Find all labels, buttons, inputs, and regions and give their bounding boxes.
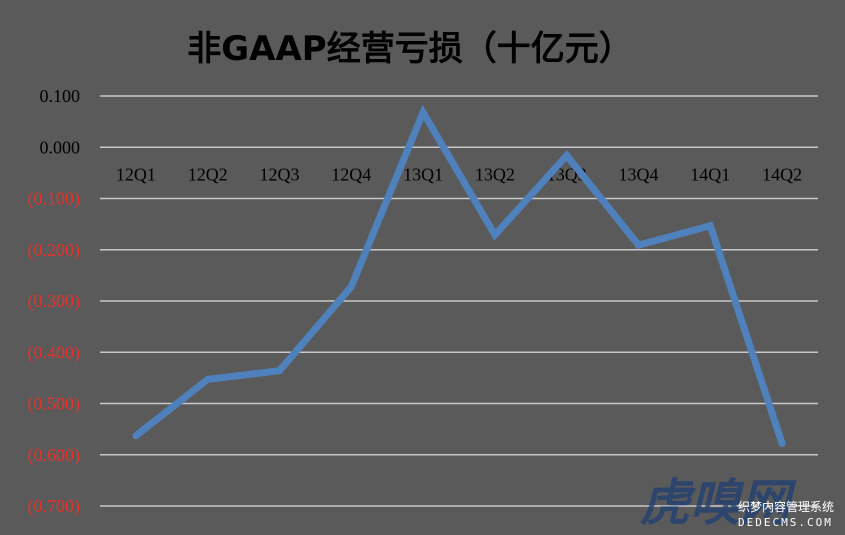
y-tick-label: (0.100) — [28, 189, 81, 210]
y-tick-label: (0.200) — [28, 240, 81, 261]
x-tick-label: 13Q4 — [619, 164, 659, 184]
x-axis-tick-labels: 12Q1 12Q2 12Q3 12Q4 13Q1 13Q2 13Q3 13Q4 14Q1 14Q2 — [116, 164, 802, 184]
data-point — [419, 108, 427, 116]
watermark-url: DEDECMS.COM — [738, 516, 833, 529]
data-point — [347, 283, 355, 291]
y-tick-label: (0.300) — [28, 291, 81, 312]
data-point — [204, 375, 212, 383]
x-tick-label: 12Q4 — [331, 164, 371, 184]
data-point — [276, 367, 283, 375]
watermark-logo-text: 虎嗅网 — [640, 473, 797, 532]
x-tick-label: 13Q2 — [475, 164, 515, 184]
x-tick-label: 12Q2 — [188, 164, 228, 184]
x-tick-label: 14Q1 — [690, 164, 730, 184]
data-point — [706, 222, 714, 230]
y-tick-label: 0.100 — [40, 86, 81, 106]
data-point — [491, 231, 499, 239]
x-tick-label: 12Q3 — [260, 164, 300, 184]
data-point — [132, 432, 140, 440]
y-tick-label: (0.500) — [28, 394, 81, 415]
series-layer — [132, 104, 786, 447]
data-point — [778, 439, 786, 447]
x-tick-label: 14Q2 — [762, 164, 802, 184]
y-tick-label: (0.700) — [28, 496, 81, 517]
data-point — [563, 151, 571, 159]
watermark: 虎嗅网 织梦内容管理系统 DEDECMS.COM — [640, 473, 834, 532]
data-point — [635, 241, 642, 249]
x-tick-label: 12Q1 — [116, 164, 156, 184]
chart-title: 非GAAP经营亏损（十亿元） — [187, 29, 632, 69]
y-tick-label: 0.000 — [40, 137, 81, 157]
y-tick-label: (0.600) — [28, 445, 81, 466]
watermark-subtitle: 织梦内容管理系统 — [738, 499, 834, 514]
y-tick-label: (0.400) — [28, 342, 81, 363]
x-tick-label: 13Q1 — [403, 164, 443, 184]
gridlines — [100, 95, 818, 507]
series-line — [133, 104, 786, 445]
y-axis-tick-labels: 0.100 0.000 (0.100) (0.200) (0.300) (0.400) (0… — [28, 86, 81, 517]
